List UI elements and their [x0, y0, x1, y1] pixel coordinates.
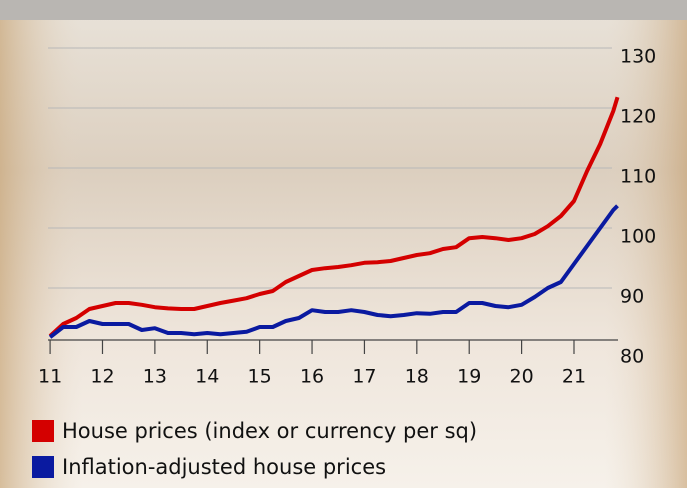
x-tick-label: 20 — [510, 366, 534, 388]
x-tick-label: 19 — [457, 366, 481, 388]
page: {"chart_data": {"type": "line", "x": [11… — [0, 0, 687, 488]
y-tick-label: 100 — [620, 225, 656, 247]
legend-swatch — [32, 420, 54, 442]
x-tick-label: 12 — [90, 366, 114, 388]
x-tick-label: 14 — [195, 366, 219, 388]
x-tick-label: 13 — [143, 366, 167, 388]
x-tick-label: 17 — [352, 366, 376, 388]
x-tick-label: 11 — [38, 366, 62, 388]
x-tick-label: 21 — [562, 366, 586, 388]
header-band — [0, 0, 687, 20]
y-tick-label: 120 — [620, 105, 656, 127]
x-tick-label: 18 — [405, 366, 429, 388]
x-tick-label: 15 — [248, 366, 272, 388]
y-tick-label: 90 — [620, 285, 644, 307]
legend-label: House prices (index or currency per sq) — [62, 419, 477, 443]
page-body: 80 90 100 110 120 130 11 12 13 14 15 16 17 18 19 20 21 Ho… — [0, 0, 687, 488]
legend-swatch — [32, 456, 54, 478]
legend-label: Inflation-adjusted house prices — [62, 455, 386, 479]
x-tick-label: 16 — [300, 366, 324, 388]
y-tick-label: 130 — [620, 46, 656, 68]
chart: 80 90 100 110 120 130 11 12 13 14 15 16 17 18 19 20 21 Ho… — [0, 0, 687, 488]
y-tick-label: 110 — [620, 165, 656, 187]
background-shade — [0, 0, 687, 488]
y-tick-label: 80 — [620, 345, 644, 367]
